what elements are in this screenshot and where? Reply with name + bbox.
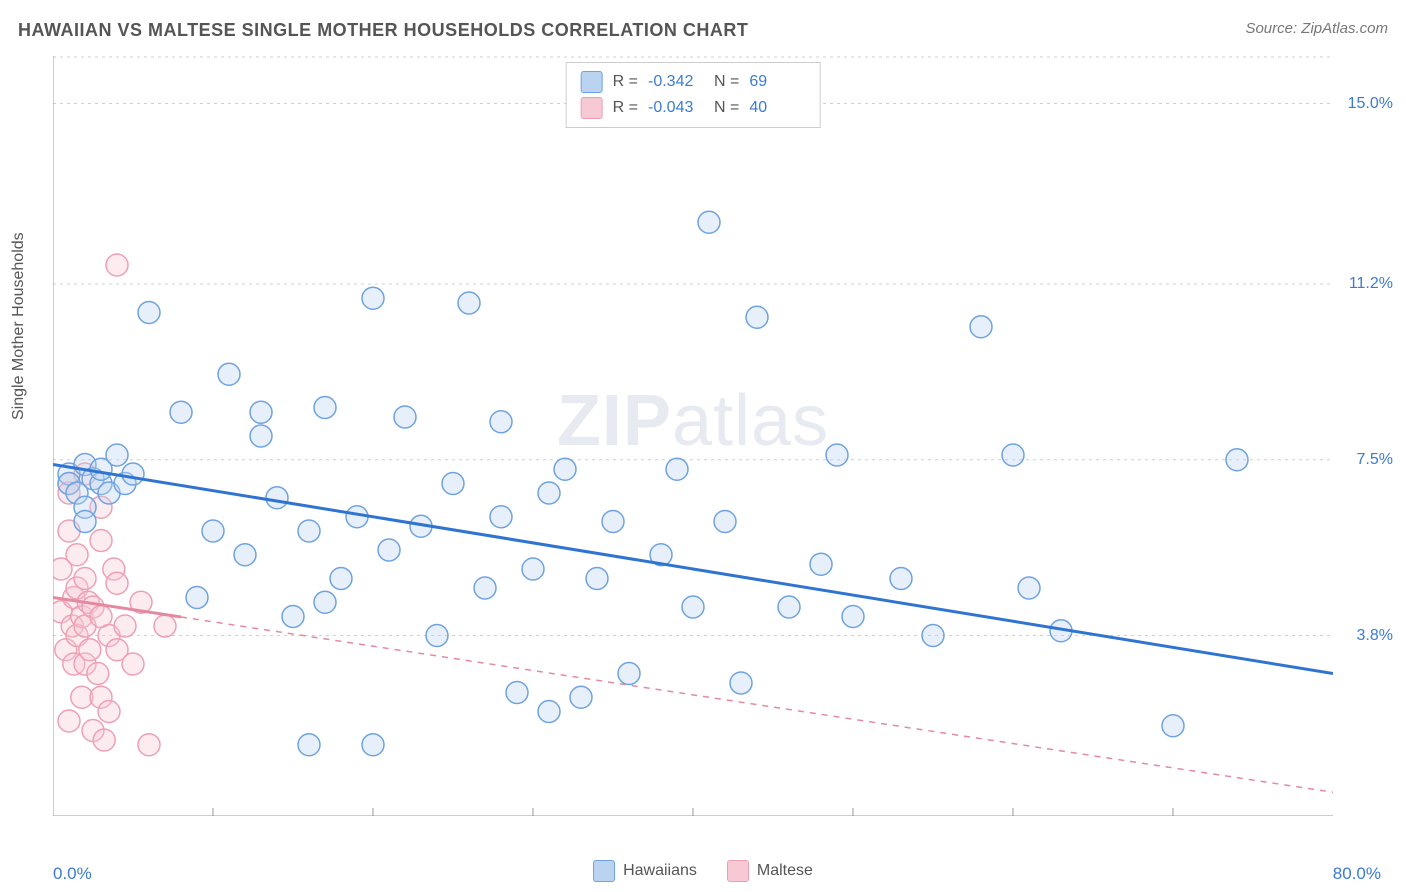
swatch-hawaiians bbox=[593, 860, 615, 882]
legend-label: Hawaiians bbox=[623, 862, 697, 880]
chart-source: Source: ZipAtlas.com bbox=[1245, 20, 1388, 37]
r-value: -0.043 bbox=[648, 99, 704, 117]
y-axis-label: Single Mother Households bbox=[10, 232, 28, 420]
chart-title: HAWAIIAN VS MALTESE SINGLE MOTHER HOUSEH… bbox=[18, 20, 748, 41]
legend-label: Maltese bbox=[757, 862, 813, 880]
y-tick-label: 15.0% bbox=[1348, 95, 1393, 113]
n-label: N = bbox=[714, 99, 739, 117]
swatch-maltese bbox=[727, 860, 749, 882]
n-value: 69 bbox=[749, 73, 805, 91]
n-label: N = bbox=[714, 73, 739, 91]
bottom-legend: Hawaiians Maltese bbox=[0, 860, 1406, 882]
scatter-plot: ZIPatlas R = -0.342 N = 69 R = -0.043 N … bbox=[53, 56, 1333, 816]
r-value: -0.342 bbox=[648, 73, 704, 91]
y-tick-label: 3.8% bbox=[1357, 627, 1393, 645]
legend-item-maltese: Maltese bbox=[727, 860, 813, 882]
swatch-maltese bbox=[581, 97, 603, 119]
legend-item-hawaiians: Hawaiians bbox=[593, 860, 697, 882]
y-tick-label: 7.5% bbox=[1357, 451, 1393, 469]
stats-legend: R = -0.342 N = 69 R = -0.043 N = 40 bbox=[566, 62, 821, 128]
r-label: R = bbox=[613, 99, 638, 117]
chart-header: HAWAIIAN VS MALTESE SINGLE MOTHER HOUSEH… bbox=[18, 20, 1388, 41]
n-value: 40 bbox=[749, 99, 805, 117]
stats-row: R = -0.342 N = 69 bbox=[581, 69, 806, 95]
swatch-hawaiians bbox=[581, 71, 603, 93]
r-label: R = bbox=[613, 73, 638, 91]
y-tick-label: 11.2% bbox=[1349, 275, 1393, 293]
plot-svg bbox=[53, 56, 1333, 816]
stats-row: R = -0.043 N = 40 bbox=[581, 95, 806, 121]
